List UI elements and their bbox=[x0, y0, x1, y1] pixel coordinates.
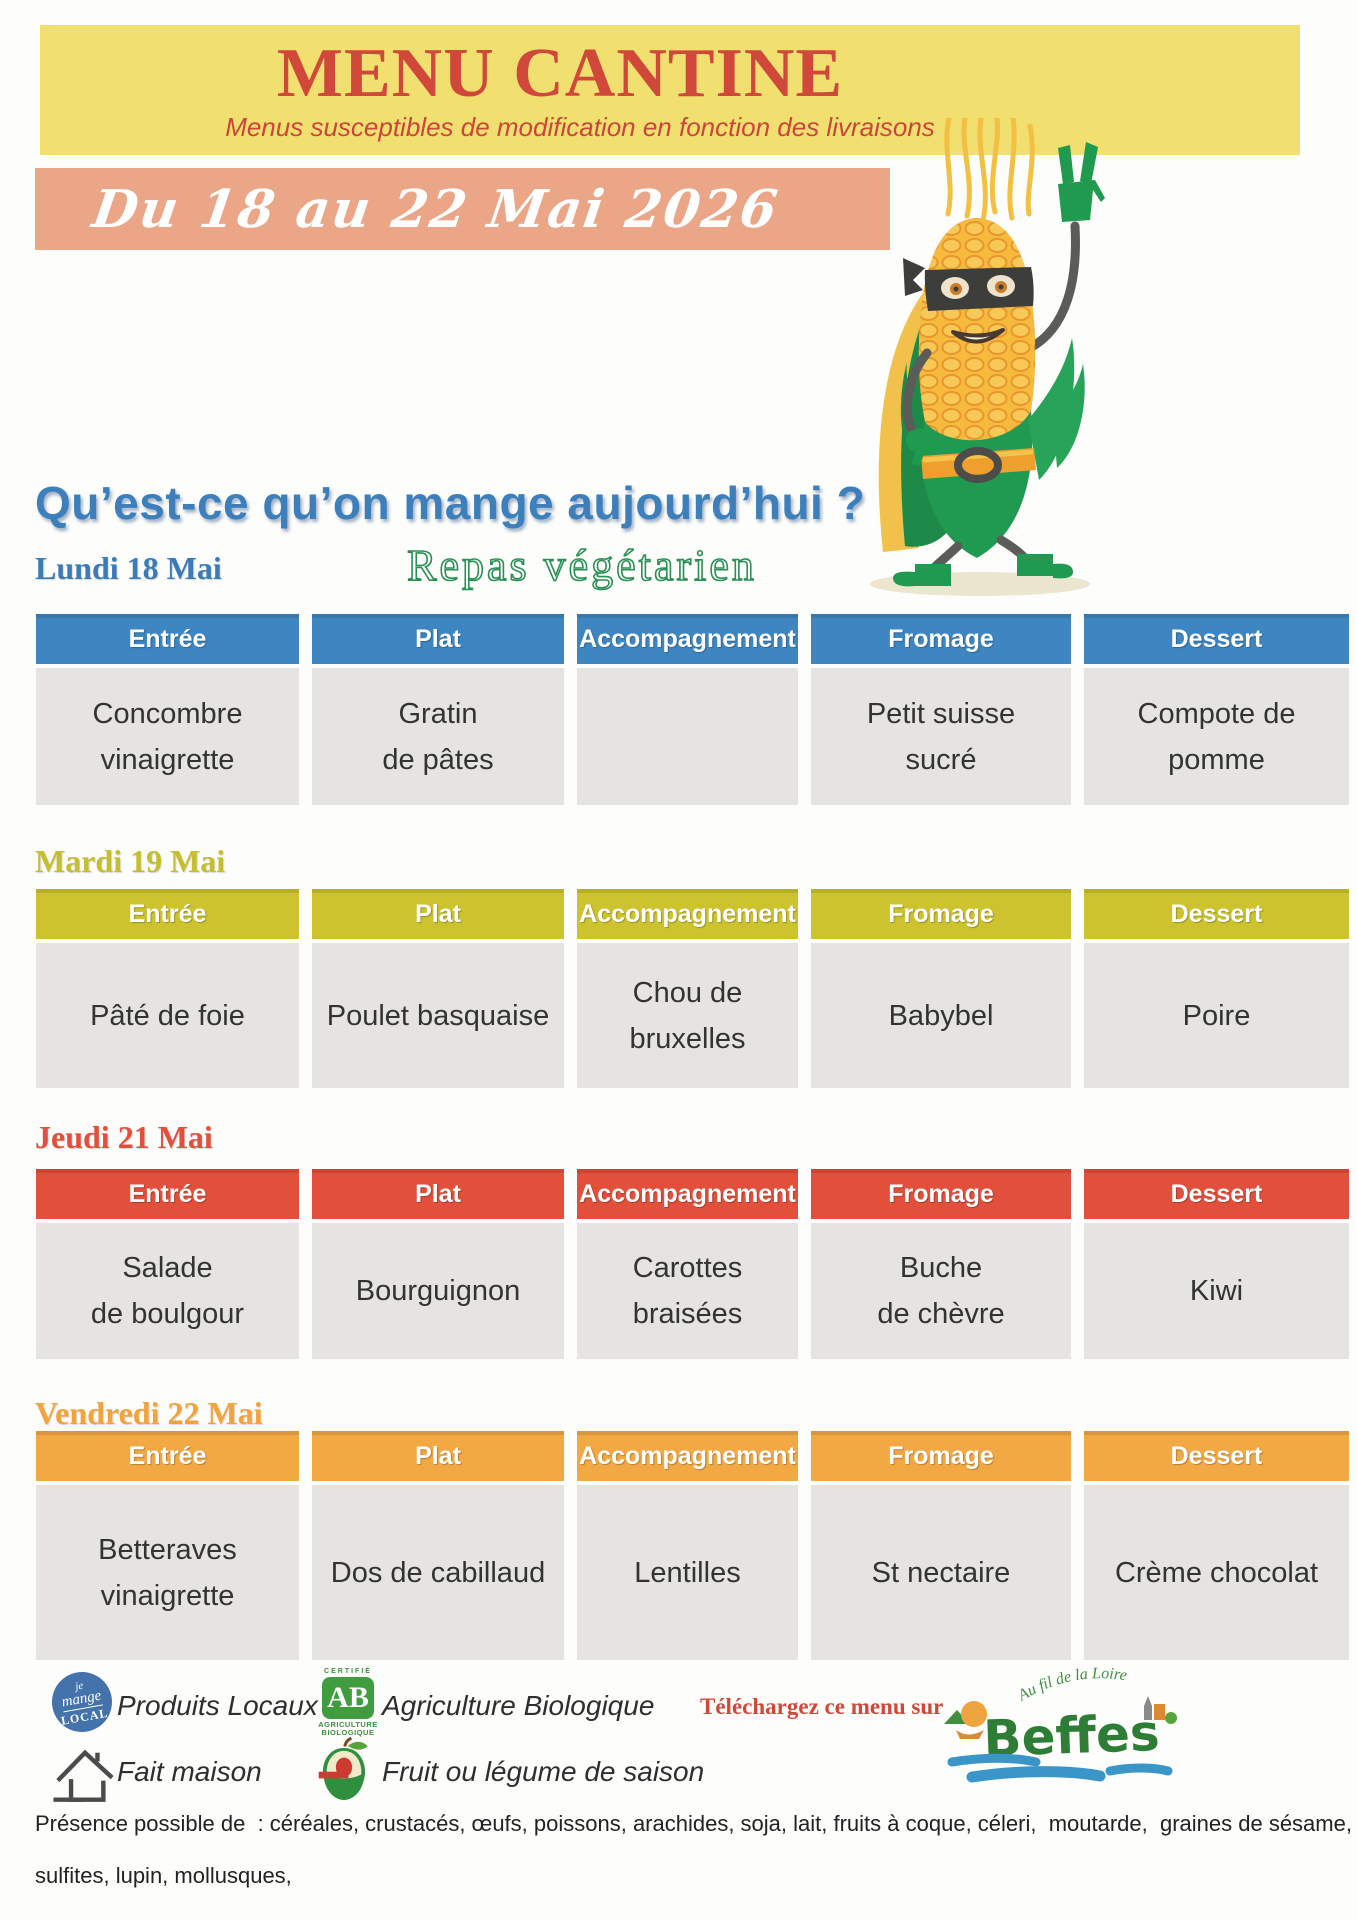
column-header-dessert: Dessert bbox=[1084, 1431, 1349, 1481]
menu-cell: Poire bbox=[1084, 943, 1349, 1088]
column-header-plat: Plat bbox=[312, 1169, 564, 1219]
title-band: MENU CANTINE Menus susceptibles de modif… bbox=[40, 25, 1300, 155]
day-label-jeudi: Jeudi 21 Mai bbox=[35, 1119, 213, 1155]
headline-question: Qu’est-ce qu’on mange aujourd’hui ? bbox=[35, 477, 866, 529]
menu-table-lundi: Entrée Plat Accompagnement Fromage Desse… bbox=[36, 614, 1349, 805]
legend-agriculture-biologique: Agriculture Biologique bbox=[382, 1690, 655, 1721]
vegetarian-note: Repas végétarien bbox=[406, 540, 757, 591]
menu-cell: Concombre vinaigrette bbox=[36, 668, 299, 805]
column-header-fromage: Fromage bbox=[811, 614, 1071, 664]
menu-cell: Petit suisse sucré bbox=[811, 668, 1071, 805]
menu-cell: Gratin de pâtes bbox=[312, 668, 564, 805]
menu-cell: Betteraves vinaigrette bbox=[36, 1485, 299, 1660]
ab-logo-letters: AB bbox=[322, 1677, 374, 1719]
column-header-fromage: Fromage bbox=[811, 1431, 1071, 1481]
allergen-notice: Présence possible de : céréales, crustac… bbox=[35, 1798, 1352, 1902]
column-header-plat: Plat bbox=[312, 1431, 564, 1481]
menu-table-jeudi: Entrée Plat Accompagnement Fromage Desse… bbox=[36, 1169, 1349, 1359]
menu-cell: Compote de pomme bbox=[1084, 668, 1349, 805]
beffes-arc-text: Au fil de la Loire bbox=[1014, 1665, 1128, 1705]
column-header-plat: Plat bbox=[312, 614, 564, 664]
menu-table-mardi: Entrée Plat Accompagnement Fromage Desse… bbox=[36, 889, 1349, 1088]
ab-agriculture-biologique-logo: CERTIFIÉ AB AGRICULTURE BIOLOGIQUE bbox=[318, 1668, 378, 1736]
allergen-line-2: sulfites, lupin, mollusques, bbox=[35, 1863, 292, 1888]
legend-fruit-legume-saison: Fruit ou légume de saison bbox=[382, 1756, 705, 1787]
menu-cell: Crème chocolat bbox=[1084, 1485, 1349, 1660]
menu-cell: St nectaire bbox=[811, 1485, 1071, 1660]
menu-cell: Babybel bbox=[811, 943, 1071, 1088]
column-header-plat: Plat bbox=[312, 889, 564, 939]
column-header-dessert: Dessert bbox=[1084, 889, 1349, 939]
column-header-entree: Entrée bbox=[36, 1169, 299, 1219]
menu-cell: Poulet basquaise bbox=[312, 943, 564, 1088]
je-mange-local-logo: je mange LOCAL bbox=[47, 1667, 117, 1737]
day-label-mardi: Mardi 19 Mai bbox=[35, 843, 226, 879]
ab-logo-agr-text: AGRICULTURE bbox=[318, 1720, 378, 1729]
menu-cell: Pâté de foie bbox=[36, 943, 299, 1088]
column-header-dessert: Dessert bbox=[1084, 1169, 1349, 1219]
beffes-logo: Au fil de la Loire Beffes bbox=[944, 1665, 1177, 1783]
menu-cell: Chou de bruxelles bbox=[577, 943, 798, 1088]
column-header-accompagnement: Accompagnement bbox=[577, 889, 798, 939]
corn-superhero-mascot bbox=[870, 118, 1105, 596]
column-header-fromage: Fromage bbox=[811, 1169, 1071, 1219]
menu-cell bbox=[577, 668, 798, 805]
column-header-accompagnement: Accompagnement bbox=[577, 614, 798, 664]
legend-fait-maison: Fait maison bbox=[117, 1756, 262, 1787]
seasonal-fruit-icon bbox=[318, 1736, 368, 1800]
page-title: MENU CANTINE bbox=[276, 35, 844, 112]
menu-cell: Bourguignon bbox=[312, 1223, 564, 1359]
menu-cell: Kiwi bbox=[1084, 1223, 1349, 1359]
column-header-entree: Entrée bbox=[36, 889, 299, 939]
column-header-dessert: Dessert bbox=[1084, 614, 1349, 664]
column-header-fromage: Fromage bbox=[811, 889, 1071, 939]
ab-logo-cert-text: CERTIFIÉ bbox=[324, 1668, 372, 1675]
column-header-accompagnement: Accompagnement bbox=[577, 1431, 798, 1481]
download-text: Téléchargez ce menu sur bbox=[700, 1694, 944, 1719]
date-band: Du 18 au 22 Mai 2026 bbox=[35, 168, 890, 250]
legend-produits-locaux: Produits Locaux bbox=[117, 1690, 318, 1721]
day-label-lundi: Lundi 18 Mai bbox=[35, 550, 222, 586]
menu-cell: Salade de boulgour bbox=[36, 1223, 299, 1359]
column-header-accompagnement: Accompagnement bbox=[577, 1169, 798, 1219]
date-range: Du 18 au 22 Mai 2026 bbox=[88, 178, 783, 240]
menu-cell: Buche de chèvre bbox=[811, 1223, 1071, 1359]
menu-table-vendredi: Entrée Plat Accompagnement Fromage Desse… bbox=[36, 1431, 1349, 1660]
day-label-vendredi: Vendredi 22 Mai bbox=[35, 1395, 263, 1431]
menu-cell: Lentilles bbox=[577, 1485, 798, 1660]
ab-logo-bio-text: BIOLOGIQUE bbox=[321, 1727, 375, 1737]
column-header-entree: Entrée bbox=[36, 1431, 299, 1481]
allergen-line-1: Présence possible de : céréales, crustac… bbox=[35, 1811, 1352, 1836]
column-header-entree: Entrée bbox=[36, 614, 299, 664]
menu-cell: Carottes braisées bbox=[577, 1223, 798, 1359]
page-subtitle: Menus susceptibles de modification en fo… bbox=[225, 112, 935, 142]
menu-cell: Dos de cabillaud bbox=[312, 1485, 564, 1660]
house-icon bbox=[53, 1749, 114, 1802]
